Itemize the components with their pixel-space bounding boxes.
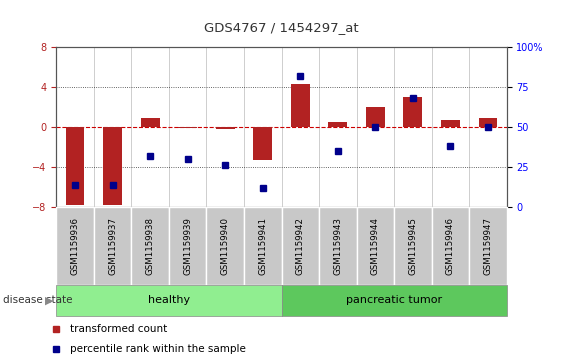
Text: GSM1159942: GSM1159942 — [296, 217, 305, 275]
Bar — [216, 127, 235, 129]
Bar — [56, 285, 282, 316]
Text: disease state: disease state — [3, 295, 72, 305]
Text: GSM1159943: GSM1159943 — [333, 217, 342, 275]
Text: GSM1159937: GSM1159937 — [108, 217, 117, 275]
Text: transformed count: transformed count — [70, 325, 167, 334]
Bar — [56, 207, 94, 285]
Bar — [282, 285, 507, 316]
Bar — [404, 97, 422, 127]
Text: GSM1159946: GSM1159946 — [446, 217, 455, 275]
Text: GSM1159944: GSM1159944 — [371, 217, 380, 275]
Bar — [319, 207, 356, 285]
Bar — [94, 207, 131, 285]
Bar — [479, 118, 497, 127]
Bar — [244, 207, 282, 285]
Bar — [441, 120, 460, 127]
Text: pancreatic tumor: pancreatic tumor — [346, 295, 442, 305]
Text: percentile rank within the sample: percentile rank within the sample — [70, 344, 245, 354]
Text: GSM1159940: GSM1159940 — [221, 217, 230, 275]
Text: GSM1159947: GSM1159947 — [484, 217, 493, 275]
Bar — [131, 207, 169, 285]
Bar — [66, 127, 84, 205]
Bar — [207, 207, 244, 285]
Text: healthy: healthy — [148, 295, 190, 305]
Bar — [141, 118, 159, 127]
Text: GDS4767 / 1454297_at: GDS4767 / 1454297_at — [204, 21, 359, 34]
Bar — [356, 207, 394, 285]
Bar — [103, 127, 122, 205]
Bar — [282, 207, 319, 285]
Bar — [253, 127, 272, 160]
Bar — [394, 207, 432, 285]
Bar — [432, 207, 469, 285]
Text: GSM1159945: GSM1159945 — [408, 217, 417, 275]
Text: GSM1159936: GSM1159936 — [70, 217, 79, 275]
Bar — [178, 127, 197, 128]
Text: ▶: ▶ — [45, 295, 54, 305]
Bar — [366, 107, 385, 127]
Text: GSM1159939: GSM1159939 — [183, 217, 192, 275]
Text: GSM1159941: GSM1159941 — [258, 217, 267, 275]
Bar — [169, 207, 207, 285]
Bar — [291, 84, 310, 127]
Bar — [328, 122, 347, 127]
Bar — [469, 207, 507, 285]
Text: GSM1159938: GSM1159938 — [146, 217, 155, 275]
